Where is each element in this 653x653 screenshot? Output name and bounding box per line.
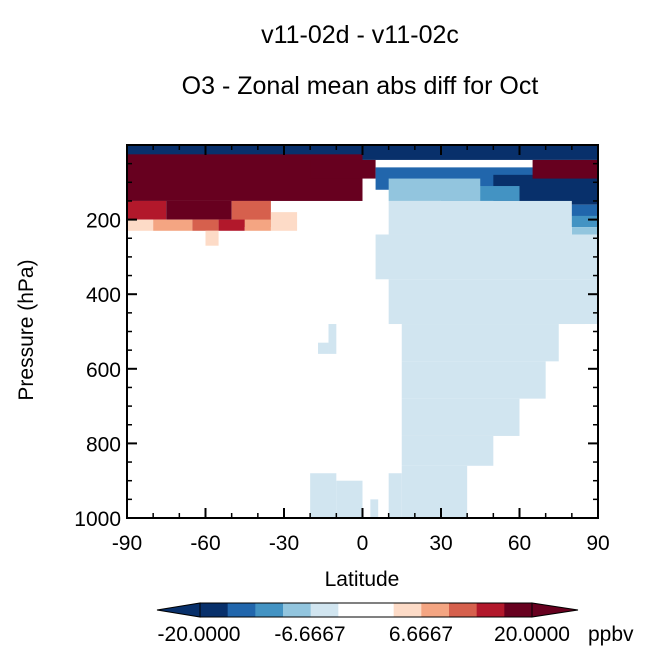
heatmap-cell xyxy=(401,398,520,436)
colorbar-tick-label: 6.6667 xyxy=(389,623,453,646)
heatmap-cell xyxy=(401,324,559,362)
colorbar-swatch xyxy=(338,603,367,617)
colorbar: -20.0000 -6.6667 6.6667 20.0000 ppbv xyxy=(156,602,634,646)
heatmap-cell xyxy=(310,159,376,179)
x-tick-label: 90 xyxy=(586,532,609,555)
heatmap-cell xyxy=(153,219,193,231)
x-tick-label: 30 xyxy=(429,532,452,555)
heatmap-cell xyxy=(218,219,245,231)
heatmap-cell xyxy=(192,219,219,231)
axes: -90 -60 -30 0 30 60 90 200 400 600 800 1000 xyxy=(74,144,610,555)
colorbar-tick-label: -6.6667 xyxy=(274,623,345,646)
colorbar-min-arrow xyxy=(156,602,201,618)
y-tick-label: 600 xyxy=(86,359,121,382)
heatmap-cell xyxy=(571,227,598,235)
colorbar-swatch xyxy=(227,603,256,617)
colorbar-unit: ppbv xyxy=(588,623,634,646)
heatmap-cell xyxy=(270,212,298,231)
colorbar-swatch xyxy=(310,603,339,617)
heatmap-cell xyxy=(370,499,379,518)
heatmap-cell xyxy=(375,234,598,280)
colorbar-swatch xyxy=(200,603,229,617)
colorbar-swatch xyxy=(255,603,284,617)
colorbar-tick-label: 20.0000 xyxy=(494,623,570,646)
heatmap-plot-area xyxy=(127,145,598,518)
heatmap-cell xyxy=(310,473,337,518)
x-tick-label: -90 xyxy=(112,532,142,555)
heatmap-cell xyxy=(401,465,468,518)
heatmap-cell xyxy=(127,219,154,231)
x-tick-label: 0 xyxy=(357,532,369,555)
colorbar-swatch xyxy=(421,603,450,617)
heatmap-cell xyxy=(388,279,598,325)
x-tick-label: -60 xyxy=(190,532,220,555)
colorbar-swatch xyxy=(504,603,533,617)
heatmap-cell xyxy=(166,200,232,220)
chart-title: v11-02d - v11-02c xyxy=(261,21,459,49)
x-tick-label: -30 xyxy=(269,532,299,555)
heatmap-cell xyxy=(244,219,271,231)
y-tick-label: 1000 xyxy=(74,508,121,531)
x-tick-label: 60 xyxy=(508,532,531,555)
colorbar-swatch xyxy=(366,603,395,617)
y-axis-label: Pressure (hPa) xyxy=(15,259,38,400)
heatmap-cell xyxy=(336,480,363,518)
colorbar-swatch xyxy=(476,603,505,617)
heatmap-cell xyxy=(388,178,481,201)
heatmap-cell xyxy=(532,159,598,179)
colorbar-max-arrow xyxy=(531,602,579,618)
heatmap-cell xyxy=(388,200,572,235)
heatmap-cell xyxy=(328,324,337,354)
y-tick-label: 200 xyxy=(86,210,121,233)
heatmap-cell xyxy=(545,215,598,228)
colorbar-frame xyxy=(199,602,533,618)
heatmap-cell xyxy=(401,361,546,399)
x-axis-label: Latitude xyxy=(325,568,400,591)
heatmap-cell xyxy=(205,230,219,246)
heatmap-cell xyxy=(401,435,494,466)
chart-subtitle: O3 - Zonal mean abs diff for Oct xyxy=(182,72,539,100)
heatmap-cell xyxy=(584,324,598,377)
heatmap-cell xyxy=(571,353,585,377)
heatmap-cell xyxy=(388,473,402,518)
colorbar-tick-label: -20.0000 xyxy=(158,623,241,646)
y-tick-label: 800 xyxy=(86,433,121,456)
colorbar-swatch xyxy=(283,603,312,617)
heatmap-cell xyxy=(318,342,329,354)
colorbar-swatch xyxy=(449,603,478,617)
y-tick-label: 400 xyxy=(86,284,121,307)
heatmap-cell xyxy=(127,200,167,220)
colorbar-swatch xyxy=(393,603,422,617)
